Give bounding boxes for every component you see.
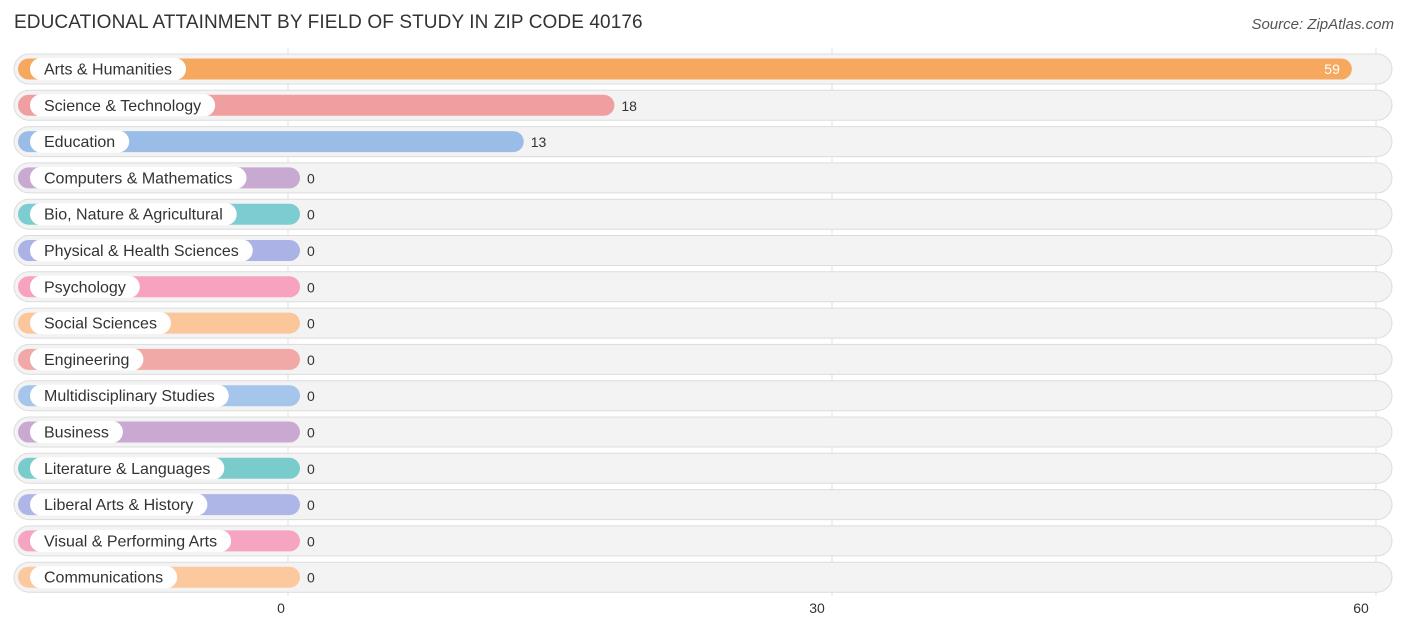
bar-row: Liberal Arts & History 0 bbox=[13, 489, 1393, 521]
bar-row: Communications 0 bbox=[13, 561, 1393, 593]
bar-row: Visual & Performing Arts 0 bbox=[13, 525, 1393, 557]
bar-track bbox=[13, 452, 1393, 484]
value-label: 0 bbox=[307, 316, 315, 332]
chart-source: Source: ZipAtlas.com bbox=[1251, 16, 1394, 33]
category-label: Multidisciplinary Studies bbox=[44, 388, 215, 405]
category-label-background bbox=[30, 421, 123, 443]
value-label: 0 bbox=[307, 497, 315, 513]
bar-track bbox=[13, 271, 1393, 303]
value-label: 0 bbox=[307, 388, 315, 404]
x-tick-label: 0 bbox=[277, 600, 285, 616]
bar-row: Education 13 bbox=[13, 126, 1393, 158]
value-label: 0 bbox=[307, 279, 315, 295]
bar-row: Multidisciplinary Studies 0 bbox=[13, 380, 1393, 412]
chart-title: EDUCATIONAL ATTAINMENT BY FIELD OF STUDY… bbox=[14, 12, 643, 33]
value-label: 0 bbox=[307, 425, 315, 441]
category-label-background bbox=[30, 457, 225, 480]
category-label: Social Sciences bbox=[44, 316, 157, 333]
bar-row: Arts & Humanities 59 bbox=[13, 53, 1393, 85]
bar-track bbox=[13, 561, 1393, 593]
bar-track bbox=[13, 343, 1393, 375]
category-label-background bbox=[30, 203, 237, 226]
bar-track bbox=[13, 380, 1393, 412]
x-tick-label: 30 bbox=[809, 600, 825, 616]
x-axis-ticks: 0 30 60 bbox=[277, 600, 1369, 616]
category-label-background bbox=[30, 493, 208, 516]
category-label-background bbox=[30, 384, 229, 407]
category-label-background bbox=[30, 566, 178, 589]
category-label: Business bbox=[44, 425, 109, 442]
bar-row: Engineering 0 bbox=[13, 343, 1393, 375]
bar-track bbox=[13, 489, 1393, 521]
bar-track bbox=[13, 307, 1393, 339]
category-label-background bbox=[30, 348, 144, 371]
category-label: Literature & Languages bbox=[44, 461, 210, 478]
value-label: 0 bbox=[307, 207, 315, 223]
value-label: 59 bbox=[1324, 61, 1340, 77]
x-tick-label: 60 bbox=[1353, 600, 1369, 616]
bar-row: Social Sciences 0 bbox=[13, 307, 1393, 339]
bar bbox=[18, 58, 1352, 80]
category-label: Visual & Performing Arts bbox=[44, 533, 217, 550]
value-label: 0 bbox=[307, 461, 315, 477]
bar-row: Business 0 bbox=[13, 416, 1393, 448]
category-label: Engineering bbox=[44, 352, 129, 369]
category-label: Communications bbox=[44, 570, 163, 587]
value-label: 0 bbox=[307, 533, 315, 549]
category-label: Computers & Mathematics bbox=[44, 170, 233, 187]
bar-rows: Arts & Humanities 59 Science & Technology 1… bbox=[13, 53, 1393, 593]
bar-row: Science & Technology 18 bbox=[13, 89, 1393, 121]
category-label: Science & Technology bbox=[44, 98, 201, 115]
category-label-background bbox=[30, 529, 232, 552]
category-label-background bbox=[30, 130, 130, 153]
bar-track bbox=[13, 525, 1393, 557]
category-label: Psychology bbox=[44, 279, 126, 296]
bar-track bbox=[13, 235, 1393, 266]
category-label-background bbox=[30, 94, 216, 117]
bar-row: Literature & Languages 0 bbox=[13, 452, 1393, 484]
bar-track bbox=[13, 416, 1393, 448]
value-label: 0 bbox=[307, 570, 315, 586]
category-label: Physical & Health Sciences bbox=[44, 243, 239, 260]
category-label-background bbox=[30, 312, 171, 335]
category-label: Bio, Nature & Agricultural bbox=[44, 207, 223, 224]
bar-track bbox=[13, 162, 1393, 194]
category-label-background bbox=[30, 239, 253, 262]
bar-row: Psychology 0 bbox=[13, 271, 1393, 303]
value-label: 0 bbox=[307, 352, 315, 368]
bar bbox=[18, 131, 524, 153]
category-label-background bbox=[30, 58, 187, 80]
category-label-background bbox=[30, 275, 140, 298]
category-label: Education bbox=[44, 134, 115, 151]
value-label: 0 bbox=[307, 243, 315, 259]
category-label-background bbox=[30, 166, 247, 189]
value-label: 18 bbox=[621, 98, 637, 114]
value-label: 0 bbox=[307, 170, 315, 186]
bar-row: Computers & Mathematics 0 bbox=[13, 162, 1393, 194]
category-label: Arts & Humanities bbox=[44, 62, 172, 79]
bar-track bbox=[13, 198, 1393, 230]
category-label: Liberal Arts & History bbox=[44, 497, 193, 514]
bar-row: Physical & Health Sciences 0 bbox=[13, 235, 1393, 266]
value-label: 13 bbox=[531, 134, 547, 150]
bar-row: Bio, Nature & Agricultural 0 bbox=[13, 198, 1393, 230]
